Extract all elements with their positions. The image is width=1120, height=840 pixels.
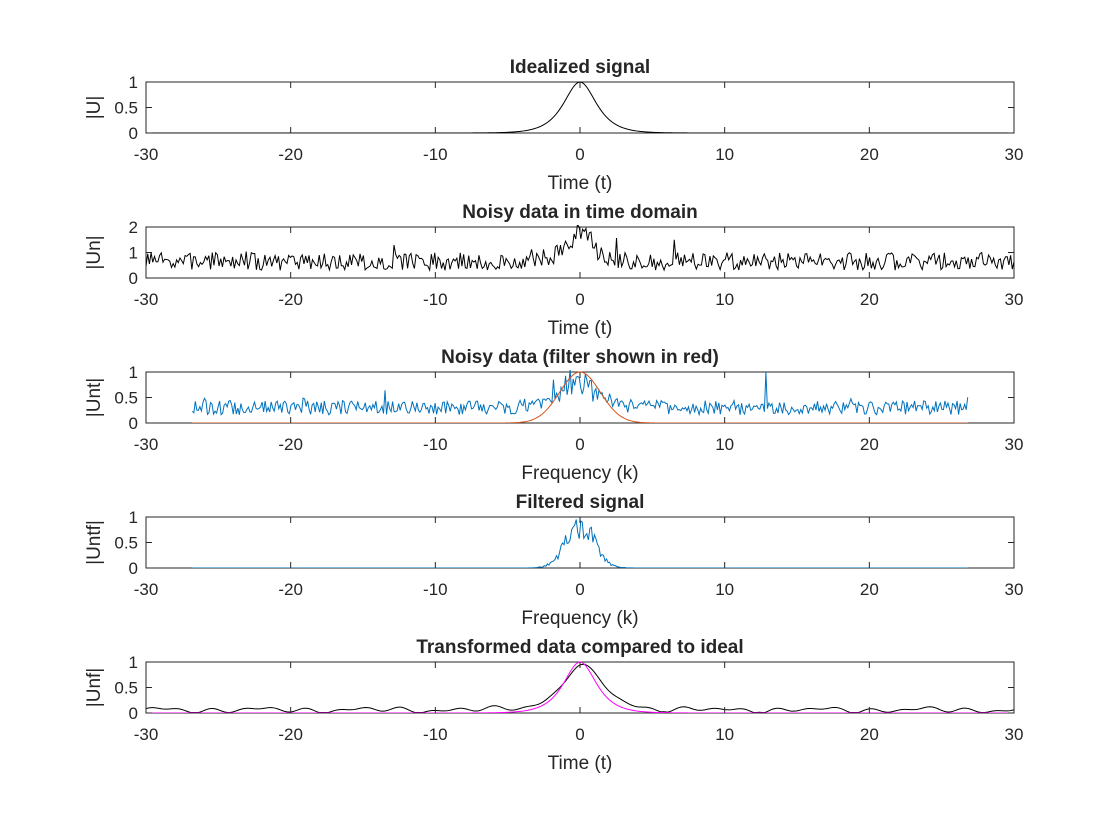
y-axis-label: |Unt|	[84, 378, 105, 417]
series-line-1	[192, 519, 968, 568]
x-tick-label: -10	[423, 145, 448, 164]
subplot-2: -30 -20 -10 0 10 20 30 0 1 2 Noisy data in time do…	[84, 202, 1023, 339]
chart-title: Noisy data (filter shown in red)	[441, 347, 719, 368]
x-tick-label: 0	[575, 290, 584, 309]
x-tick-label: 30	[1005, 580, 1024, 599]
axes-box	[145, 661, 1015, 714]
x-tick-label: 30	[1005, 145, 1024, 164]
y-tick-label: 0	[129, 124, 138, 143]
y-tick-label: 0.5	[114, 99, 138, 118]
y-tick-label: 0.5	[114, 534, 138, 553]
x-tick-label: -20	[278, 725, 303, 744]
y-tick-label: 2	[129, 218, 138, 237]
y-tick-label: 0	[129, 414, 138, 433]
chart-title: Noisy data in time domain	[462, 202, 697, 223]
x-tick-label: 0	[575, 725, 584, 744]
x-tick-label: -30	[134, 725, 159, 744]
y-tick-label: 1	[129, 73, 138, 92]
y-tick-label: 0	[129, 269, 138, 288]
x-tick-label: 0	[575, 145, 584, 164]
x-tick-label: -10	[423, 725, 448, 744]
x-tick-label: 0	[575, 580, 584, 599]
subplot-4: -30 -20 -10 0 10 20 30 0 0.5 1 Filtered signal Freq…	[84, 492, 1023, 629]
y-tick-label: 1	[129, 653, 138, 672]
x-tick-label: -20	[278, 145, 303, 164]
y-axis-label: |Unf|	[84, 668, 105, 707]
x-tick-label: 10	[715, 145, 734, 164]
x-tick-label: 0	[575, 435, 584, 454]
x-tick-label: 10	[715, 725, 734, 744]
subplot-3: -30 -20 -10 0 10 20 30 0 0.5 1 Noisy data (filter …	[84, 347, 1023, 484]
x-tick-label: 20	[860, 145, 879, 164]
x-axis-label: Time (t)	[548, 173, 613, 194]
x-axis-label: Frequency (k)	[521, 463, 638, 484]
x-tick-label: 20	[860, 725, 879, 744]
y-tick-label: 0.5	[114, 679, 138, 698]
x-tick-label: -30	[134, 435, 159, 454]
y-tick-label: 0.5	[114, 389, 138, 408]
x-tick-label: -30	[134, 145, 159, 164]
x-tick-label: 30	[1005, 435, 1024, 454]
chart-title: Transformed data compared to ideal	[416, 637, 743, 658]
x-tick-label: 20	[860, 435, 879, 454]
x-tick-label: -30	[134, 290, 159, 309]
x-tick-label: 10	[715, 435, 734, 454]
series-line-1	[191, 370, 969, 417]
y-tick-label: 0	[129, 704, 138, 723]
axes-box	[145, 81, 1015, 134]
x-tick-label: -20	[278, 290, 303, 309]
x-axis-label: Time (t)	[548, 753, 613, 774]
x-tick-label: -10	[423, 580, 448, 599]
y-tick-label: 1	[129, 244, 138, 263]
x-tick-label: -20	[278, 435, 303, 454]
x-tick-label: 30	[1005, 725, 1024, 744]
chart-title: Idealized signal	[510, 57, 650, 78]
x-tick-label: 20	[860, 580, 879, 599]
x-axis-label: Time (t)	[548, 318, 613, 339]
chart-title: Filtered signal	[516, 492, 645, 513]
x-tick-label: -30	[134, 580, 159, 599]
y-tick-label: 1	[129, 363, 138, 382]
x-tick-label: 30	[1005, 290, 1024, 309]
subplot-5: -30 -20 -10 0 10 20 30 0 0.5 1 Transformed data co…	[84, 637, 1023, 774]
x-axis-label: Frequency (k)	[521, 608, 638, 629]
x-tick-label: 20	[860, 290, 879, 309]
subplot-1: -30 -20 -10 0 10 20 30 0 0.5 1 Idealized signal Tim…	[84, 57, 1023, 194]
x-tick-label: -20	[278, 580, 303, 599]
x-tick-label: -10	[423, 290, 448, 309]
y-axis-label: |U|	[84, 96, 105, 120]
y-axis-label: |Untf|	[84, 520, 105, 565]
y-axis-label: |Un|	[84, 235, 105, 269]
y-tick-label: 0	[129, 559, 138, 578]
x-tick-label: -10	[423, 435, 448, 454]
x-tick-label: 10	[715, 580, 734, 599]
x-tick-label: 10	[715, 290, 734, 309]
y-tick-label: 1	[129, 508, 138, 527]
